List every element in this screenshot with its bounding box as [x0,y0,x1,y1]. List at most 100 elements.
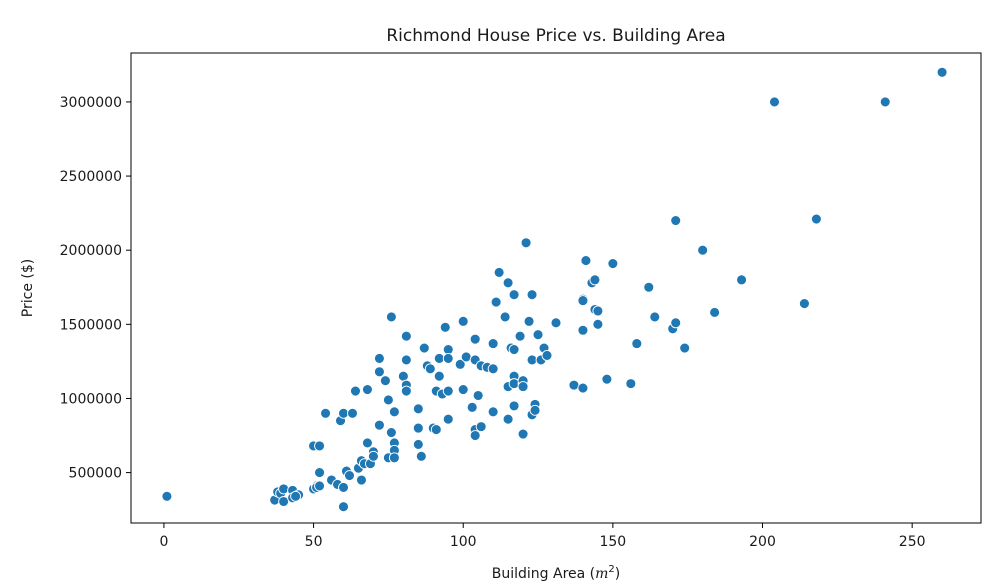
data-point [373,366,385,378]
data-point [472,390,484,401]
data-point [769,96,780,108]
data-point [523,315,535,327]
data-point [550,317,562,329]
axis-ticks: 0 50 100 150 200 250 500000 1000000 1500000 20000… [60,95,926,550]
data-point [580,255,592,267]
data-point [601,373,613,385]
data-point [526,289,538,301]
data-point [514,330,526,342]
data-point [442,385,454,397]
data-point [433,370,445,382]
data-point [631,338,643,350]
data-point [502,277,514,289]
data-point [373,352,385,364]
data-point [709,307,721,318]
y-tick-label: 2500000 [60,169,122,185]
y-tick-label: 2000000 [60,243,122,259]
data-point [350,385,361,397]
data-point [508,400,520,412]
data-point [541,350,553,361]
data-point [412,438,424,450]
data-point [736,274,748,286]
data-point [670,215,682,226]
x-tick-label: 150 [599,534,626,550]
y-tick-label: 3000000 [60,95,122,111]
data-point [379,375,391,387]
data-point [502,413,514,425]
data-point [320,407,331,419]
data-point [457,384,469,396]
data-point [532,329,544,341]
data-point [508,289,520,301]
data-point [508,378,520,390]
x-axis-title-text: Building Area ( [492,566,595,582]
data-point [879,96,891,108]
data-point [388,452,400,464]
data-point [424,363,436,375]
data-point [475,421,487,433]
data-point [373,419,385,431]
data-point [412,422,424,434]
data-point [460,351,472,363]
data-point [592,305,604,317]
data-point [936,66,948,78]
data-point [388,406,400,418]
data-point [442,413,454,425]
data-point [338,501,349,513]
data-point [457,315,469,327]
data-point [433,352,445,364]
data-point [493,266,505,278]
data-point [487,406,499,418]
data-point [592,318,604,330]
data-point [490,296,502,308]
data-point [361,384,373,396]
data-point [679,342,691,354]
data-point [625,378,637,390]
x-tick-label: 250 [899,534,926,550]
data-point [314,480,326,492]
data-point [418,342,430,354]
data-point [517,428,529,440]
x-axis-title: Building Area (m2) [492,564,621,582]
x-tick-label: 200 [749,534,776,550]
data-point [520,237,532,249]
data-point [529,404,541,416]
x-tick-label: 50 [305,534,323,550]
data-point [356,474,367,486]
data-point [469,333,481,345]
scatter-points [161,66,948,513]
data-point [487,363,499,375]
data-point [367,450,379,462]
y-axis-title: Price ($) [20,259,36,317]
plot-frame [130,52,982,524]
data-point [442,352,454,364]
data-point [400,330,412,342]
data-point [344,470,355,482]
data-point [314,467,326,479]
x-axis-title-close: ) [615,566,620,582]
data-point [454,358,466,370]
data-point [670,317,682,329]
data-point [499,311,511,323]
data-point [385,427,397,439]
data-point [469,430,481,441]
data-point [643,281,655,293]
data-point [508,344,520,355]
data-point [338,407,349,419]
data-point [526,354,538,366]
data-point [577,324,589,336]
data-point [382,394,394,406]
data-point [577,295,589,307]
data-point [290,490,302,502]
data-point [314,440,326,452]
data-point [607,258,619,269]
data-point [517,381,529,393]
data-point [487,338,499,350]
y-tick-label: 1500000 [60,317,122,333]
chart-title: Richmond House Price vs. Building Area [386,26,725,46]
x-tick-label: 100 [450,534,477,550]
data-point [161,490,173,502]
data-point [568,379,580,391]
data-point [400,354,412,366]
